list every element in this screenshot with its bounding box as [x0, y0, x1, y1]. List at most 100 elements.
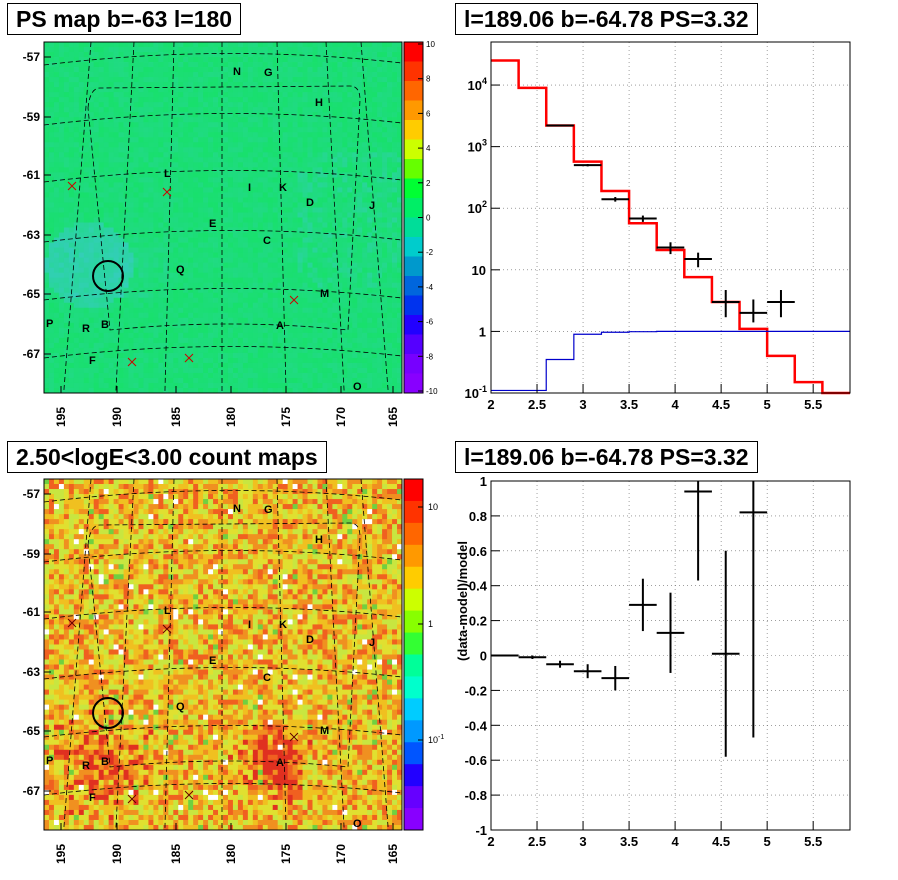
map-pixel — [267, 247, 274, 253]
map-pixel — [183, 117, 189, 123]
map-pixel — [282, 277, 289, 284]
map-pixel — [198, 117, 204, 123]
map-pixel — [183, 162, 189, 168]
map-pixel — [302, 237, 308, 243]
map-pixel — [367, 357, 373, 364]
map-pixel — [302, 317, 308, 324]
map-pixel — [302, 232, 308, 238]
map-pixel — [307, 382, 313, 389]
map-pixel — [232, 292, 239, 299]
map-pixel — [88, 42, 95, 48]
map-pixel — [327, 217, 333, 223]
map-pixel — [143, 152, 149, 158]
map-pixel — [118, 42, 124, 48]
map-pixel — [163, 362, 169, 369]
map-pixel — [307, 57, 313, 63]
map-pixel — [247, 312, 254, 319]
map-pixel — [367, 377, 373, 384]
map-pixel — [163, 47, 169, 53]
map-pixel — [392, 332, 398, 339]
map-pixel — [377, 352, 383, 359]
map-pixel — [377, 192, 383, 198]
map-pixel — [53, 367, 60, 374]
map-pixel — [372, 157, 378, 163]
map-pixel — [83, 362, 90, 369]
map-pixel — [158, 342, 164, 349]
map-pixel — [307, 197, 313, 203]
map-pixel — [342, 72, 348, 78]
map-pixel — [168, 297, 174, 304]
map-pixel — [237, 52, 244, 58]
map-pixel — [198, 242, 204, 248]
map-pixel — [252, 362, 259, 369]
map-pixel — [168, 277, 174, 284]
map-pixel — [133, 212, 139, 218]
map-pixel — [322, 142, 328, 148]
map-pixel — [312, 77, 318, 83]
map-pixel — [68, 72, 75, 78]
map-pixel — [347, 132, 353, 138]
map-pixel — [133, 92, 139, 98]
map-pixel — [143, 162, 149, 168]
map-pixel — [357, 202, 363, 208]
map-pixel — [277, 297, 284, 304]
map-pixel — [68, 162, 75, 168]
map-pixel — [198, 272, 204, 279]
map-pixel — [357, 337, 363, 344]
map-pixel — [123, 372, 129, 379]
map-pixel — [387, 352, 393, 359]
map-pixel — [203, 212, 209, 218]
map-pixel — [332, 47, 338, 53]
map-pixel — [113, 352, 119, 359]
map-pixel — [128, 202, 134, 208]
map-pixel — [382, 77, 388, 83]
map-pixel — [372, 122, 378, 128]
map-pixel — [198, 307, 204, 314]
map-pixel — [188, 122, 194, 128]
map-pixel — [183, 322, 189, 329]
map-pixel — [138, 277, 144, 284]
map-pixel — [247, 112, 254, 118]
map-pixel — [307, 102, 313, 108]
map-pixel — [88, 187, 95, 193]
map-pixel — [178, 237, 184, 243]
map-pixel — [367, 67, 373, 73]
map-pixel — [88, 287, 95, 294]
map-pixel — [173, 312, 179, 319]
map-pixel — [183, 242, 189, 248]
map-pixel — [128, 272, 134, 279]
map-pixel — [63, 307, 70, 314]
map-pixel — [322, 152, 328, 158]
map-pixel — [242, 107, 249, 113]
map-pixel — [282, 137, 289, 143]
map-pixel — [113, 207, 119, 213]
map-pixel — [78, 112, 85, 118]
map-pixel — [372, 257, 378, 264]
map-pixel — [58, 377, 65, 384]
map-pixel — [367, 77, 373, 83]
map-pixel — [262, 47, 269, 53]
map-pixel — [347, 167, 353, 173]
map-pixel — [277, 157, 284, 163]
map-pixel — [58, 97, 65, 103]
map-pixel — [302, 162, 308, 168]
map-pixel — [282, 307, 289, 314]
map-pixel — [322, 112, 328, 118]
map-pixel — [372, 207, 378, 213]
map-pixel — [287, 132, 294, 138]
map-pixel — [292, 232, 298, 238]
map-pixel — [347, 227, 353, 233]
map-pixel — [252, 82, 259, 88]
map-pixel — [58, 247, 65, 253]
map-pixel — [337, 117, 343, 123]
map-pixel — [153, 362, 159, 369]
map-pixel — [188, 292, 194, 299]
map-pixel — [198, 72, 204, 78]
map-pixel — [158, 197, 164, 203]
map-pixel — [347, 257, 353, 264]
map-pixel — [347, 372, 353, 379]
map-pixel — [173, 352, 179, 359]
map-pixel — [292, 97, 298, 103]
map-pixel — [208, 282, 214, 289]
map-pixel — [183, 152, 189, 158]
